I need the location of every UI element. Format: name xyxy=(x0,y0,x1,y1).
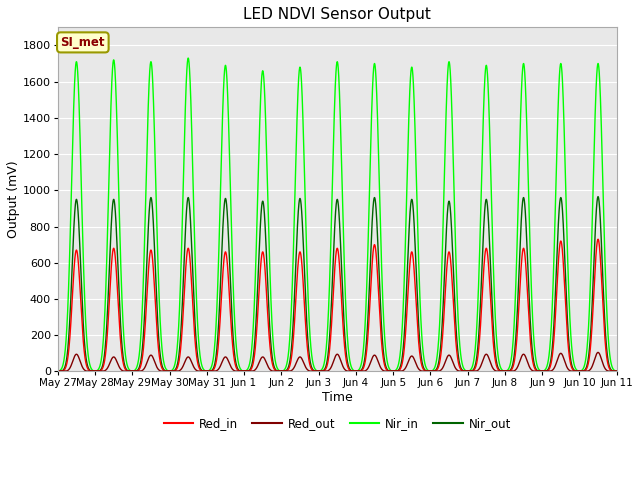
Text: SI_met: SI_met xyxy=(61,36,105,49)
Title: LED NDVI Sensor Output: LED NDVI Sensor Output xyxy=(243,7,431,22)
Legend: Red_in, Red_out, Nir_in, Nir_out: Red_in, Red_out, Nir_in, Nir_out xyxy=(159,412,516,434)
Y-axis label: Output (mV): Output (mV) xyxy=(7,160,20,238)
X-axis label: Time: Time xyxy=(322,391,353,404)
